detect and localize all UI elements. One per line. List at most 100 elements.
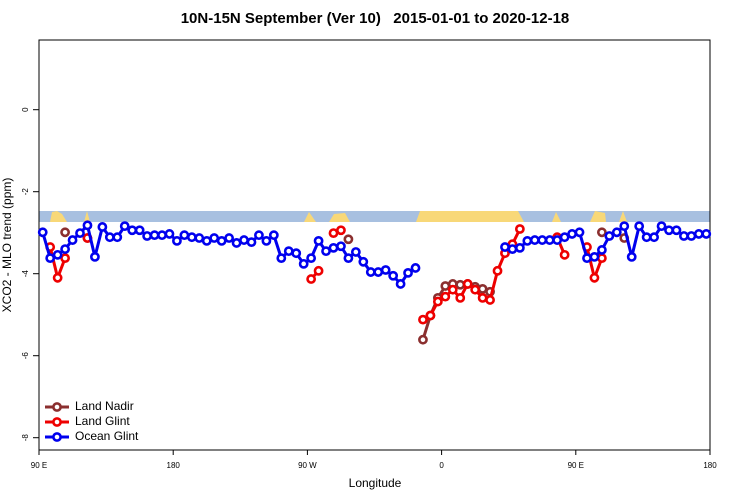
- data-point: [604, 231, 615, 241]
- data-point: [455, 292, 466, 303]
- data-point: [127, 225, 138, 236]
- mask-band: [39, 211, 710, 222]
- data-point: [596, 253, 607, 264]
- chart-title: 10N-15N September (Ver 10) 2015-01-01 to…: [181, 10, 570, 27]
- plot-frame: [38, 39, 711, 451]
- data-point: [611, 227, 622, 238]
- y-axis-label: XCO2 - MLO trend (ppm): [0, 178, 14, 313]
- data-point: [350, 247, 361, 257]
- data-point: [679, 231, 689, 241]
- data-point: [440, 281, 451, 291]
- data-point: [60, 227, 70, 238]
- data-point: [395, 279, 406, 289]
- data-point: [477, 283, 488, 294]
- data-point: [97, 222, 108, 232]
- data-point: [559, 232, 570, 243]
- series-line: [48, 228, 604, 321]
- data-point: [179, 230, 190, 241]
- data-point: [671, 225, 682, 236]
- data-point: [328, 242, 339, 253]
- data-point: [514, 242, 525, 253]
- data-point: [298, 258, 309, 269]
- data-point: [380, 265, 391, 275]
- land-patch: [50, 211, 627, 222]
- data-point: [254, 230, 264, 241]
- data-point: [321, 246, 331, 257]
- data-point: [626, 251, 637, 262]
- legend-label: Land Glint: [75, 414, 130, 428]
- land-mask: [39, 211, 710, 222]
- data-point: [500, 242, 510, 252]
- data-point: [656, 221, 667, 232]
- data-point: [537, 235, 548, 245]
- data-point: [194, 233, 205, 243]
- y-tick-label: 0: [21, 107, 30, 112]
- data-point: [388, 270, 399, 281]
- y-tick-label: -8: [21, 434, 30, 442]
- data-point: [313, 235, 324, 246]
- legend-marker: [52, 402, 62, 412]
- x-axis-label: Longitude: [349, 476, 402, 490]
- data-point: [239, 235, 249, 245]
- data-point: [343, 253, 354, 264]
- legend-marker: [52, 432, 62, 442]
- x-tick-label: 90 E: [568, 461, 584, 470]
- data-point: [418, 334, 428, 345]
- x-tick-label: 0: [439, 461, 444, 470]
- data-point: [268, 230, 279, 241]
- data-point: [440, 291, 451, 302]
- legend-label: Land Nadir: [75, 399, 134, 413]
- y-tick-label: -6: [21, 352, 30, 360]
- data-point: [343, 234, 354, 245]
- data-point: [231, 238, 242, 248]
- data-point: [544, 235, 555, 245]
- data-point: [186, 232, 197, 243]
- data-point: [142, 231, 153, 241]
- data-point: [641, 232, 652, 243]
- data-point: [119, 221, 130, 232]
- data-point: [664, 225, 674, 236]
- x-tick-label: 90 W: [298, 461, 317, 470]
- data-point: [365, 267, 376, 277]
- data-point: [477, 292, 488, 303]
- legend-label: Ocean Glint: [75, 429, 139, 443]
- data-point: [60, 244, 70, 254]
- data-point: [276, 253, 287, 264]
- data-point: [261, 235, 272, 246]
- data-point: [455, 279, 466, 290]
- data-point: [425, 310, 436, 321]
- data-point: [410, 263, 421, 273]
- data-point: [172, 235, 182, 246]
- data-point: [45, 253, 56, 264]
- data-point: [164, 229, 175, 239]
- data-point: [485, 295, 495, 305]
- data-point: [432, 296, 443, 307]
- data-point: [336, 225, 346, 236]
- data-point: [492, 265, 503, 276]
- data-point: [75, 228, 85, 239]
- data-point: [283, 246, 294, 257]
- data-point: [336, 241, 346, 252]
- data-point: [596, 245, 607, 255]
- data-point: [447, 284, 458, 295]
- data-point: [291, 248, 302, 259]
- data-point: [90, 251, 100, 262]
- data-point: [462, 279, 473, 289]
- data-point: [589, 272, 600, 283]
- data-point: [358, 256, 369, 267]
- data-point: [209, 233, 220, 243]
- data-point: [418, 314, 428, 325]
- data-point: [693, 229, 704, 239]
- data-point: [224, 233, 235, 243]
- data-point: [52, 272, 63, 283]
- data-point: [60, 253, 70, 264]
- data-point: [52, 249, 63, 260]
- data-point: [529, 235, 540, 245]
- data-point: [67, 235, 78, 245]
- x-tick-label: 90 E: [31, 461, 47, 470]
- data-point: [328, 228, 339, 239]
- data-point: [552, 235, 563, 245]
- data-point: [507, 244, 518, 254]
- data-point: [373, 267, 384, 277]
